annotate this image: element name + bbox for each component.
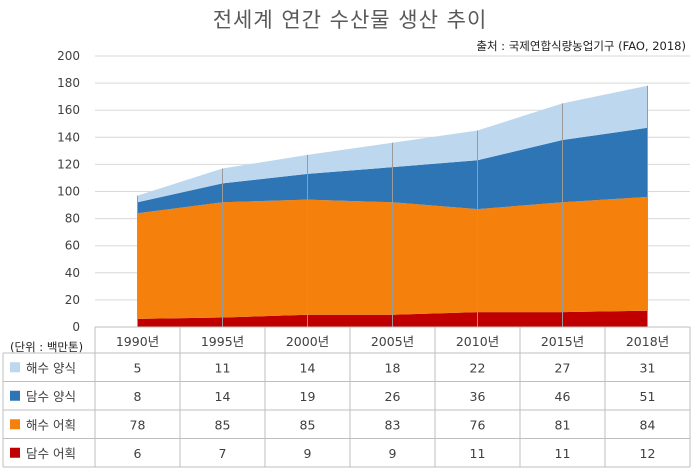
- y-tick-label: 80: [65, 212, 80, 226]
- table-value: 14: [300, 360, 316, 375]
- table-value: 14: [215, 389, 231, 404]
- table-value: 11: [555, 446, 571, 461]
- legend-key: [10, 447, 20, 458]
- table-value: 8: [134, 389, 142, 404]
- category-droplines: [137, 85, 648, 327]
- legend-key: [10, 362, 20, 373]
- table-value: 9: [389, 446, 397, 461]
- x-tick-label: 2010년: [456, 334, 499, 349]
- x-tick-label: 2005년: [371, 334, 414, 349]
- table-value: 31: [640, 360, 656, 375]
- table-value: 26: [385, 389, 401, 404]
- y-tick-label: 60: [65, 239, 80, 253]
- table-value: 36: [470, 389, 486, 404]
- table-value: 51: [640, 389, 656, 404]
- x-tick-label: 2000년: [286, 334, 329, 349]
- y-tick-label: 20: [65, 293, 80, 307]
- table-value: 76: [470, 417, 486, 432]
- legend-label: 해수 어획: [26, 417, 76, 432]
- table-value: 19: [300, 389, 316, 404]
- source-note: 출처 : 국제연합식량농업기구 (FAO, 2018): [476, 39, 686, 53]
- table-value: 22: [470, 360, 486, 375]
- y-tick-label: 40: [65, 266, 80, 280]
- y-tick-label: 200: [57, 49, 80, 63]
- table-value: 84: [640, 417, 656, 432]
- table-value: 27: [555, 360, 571, 375]
- table-value: 81: [555, 417, 571, 432]
- table-value: 9: [304, 446, 312, 461]
- table-value: 85: [215, 417, 231, 432]
- table-value: 11: [470, 446, 486, 461]
- y-tick-label: 120: [57, 157, 80, 171]
- y-tick-label: 180: [57, 76, 80, 90]
- chart-title: 전세계 연간 수산물 생산 추이: [212, 8, 488, 32]
- table-value: 46: [555, 389, 571, 404]
- table-value: 6: [134, 446, 142, 461]
- table-value: 7: [219, 446, 227, 461]
- unit-label: (단위 : 백만톤): [10, 340, 83, 354]
- table-value: 83: [385, 417, 401, 432]
- x-tick-label: 1995년: [201, 334, 244, 349]
- table-value: 18: [385, 360, 401, 375]
- y-axis: 0 20 40 60 80 100 120 140 160 180 200: [57, 49, 80, 334]
- x-tick-label: 2018년: [626, 334, 669, 349]
- legend-label: 해수 양식: [26, 360, 76, 375]
- legend-key: [10, 419, 20, 430]
- table-value: 5: [134, 360, 142, 375]
- table-value: 11: [215, 360, 231, 375]
- y-tick-label: 160: [57, 103, 80, 117]
- table-value: 12: [640, 446, 656, 461]
- table-value: 78: [130, 417, 146, 432]
- x-tick-label: 1990년: [116, 334, 159, 349]
- legend-label: 담수 양식: [26, 389, 76, 404]
- table-value: 85: [300, 417, 316, 432]
- y-tick-label: 140: [57, 130, 80, 144]
- y-tick-label: 100: [57, 185, 80, 199]
- legend-key: [10, 390, 20, 401]
- y-tick-label: 0: [72, 320, 80, 334]
- x-tick-label: 2015년: [541, 334, 584, 349]
- legend-label: 담수 어획: [26, 446, 76, 461]
